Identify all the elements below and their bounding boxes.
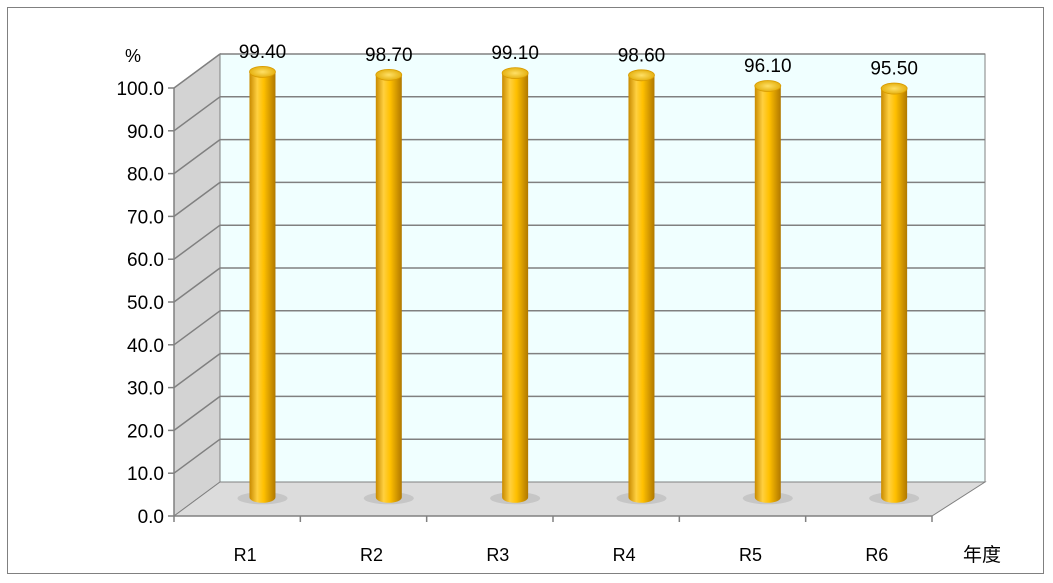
- gridline-side: [173, 438, 221, 474]
- x-tick-label: R1: [234, 545, 257, 565]
- gridline-side: [173, 138, 221, 175]
- gridline-side: [173, 53, 221, 89]
- gridline-side: [173, 352, 221, 389]
- chart-walls: [172, 53, 987, 517]
- y-tick-label: 40.0: [127, 336, 164, 357]
- x-tick-label: R5: [739, 545, 762, 565]
- bar: [628, 75, 655, 503]
- x-tick-label: R6: [865, 545, 888, 565]
- data-label: 99.40: [239, 42, 287, 63]
- data-label: 96.10: [744, 56, 792, 77]
- y-tick-label: 100.0: [116, 79, 164, 100]
- bar-top: [880, 82, 908, 95]
- gridlines: [173, 53, 985, 474]
- bar: [249, 71, 276, 503]
- labels: % 年度 0.0 10.0 20.0 30.0 40.0 50.0 60.0 70.0 80.0…: [116, 42, 1001, 566]
- gridline-side: [173, 224, 221, 260]
- data-label: 99.10: [491, 43, 539, 64]
- bar: [502, 73, 529, 503]
- gridline-side: [173, 267, 221, 303]
- y-tick-label: 30.0: [127, 379, 164, 400]
- y-tick-label: 90.0: [127, 122, 164, 143]
- bar: [754, 85, 781, 503]
- x-tick-label: R3: [486, 545, 509, 565]
- y-axis-unit-label: %: [125, 46, 141, 66]
- y-tick-label: 70.0: [127, 207, 164, 228]
- y-tick-label: 50.0: [127, 293, 164, 314]
- x-axis-unit-label: 年度: [963, 544, 1001, 566]
- data-label: 95.50: [870, 59, 918, 80]
- bar-top: [501, 67, 529, 80]
- y-tick-label: 0.0: [138, 507, 164, 528]
- gridline-side: [173, 310, 221, 346]
- gridline-side: [173, 96, 221, 132]
- axes: [168, 87, 933, 522]
- bar-top: [249, 65, 276, 78]
- bar-top: [628, 69, 655, 82]
- data-label: 98.60: [618, 45, 666, 66]
- bar-top: [754, 80, 782, 92]
- x-tick-label: R2: [360, 545, 383, 565]
- y-tick-label: 80.0: [127, 165, 164, 186]
- bars: [237, 65, 920, 505]
- data-label: 98.70: [365, 45, 413, 66]
- gridline-side: [173, 181, 221, 218]
- floor: [172, 481, 987, 517]
- y-tick-label: 10.0: [127, 464, 164, 485]
- y-tick-label: 20.0: [127, 421, 164, 442]
- bar: [375, 74, 402, 503]
- bar-top: [375, 68, 403, 81]
- gridline-side: [173, 395, 221, 432]
- y-tick-label: 60.0: [127, 250, 164, 271]
- bar: [881, 88, 908, 503]
- x-tick-label: R4: [613, 545, 636, 565]
